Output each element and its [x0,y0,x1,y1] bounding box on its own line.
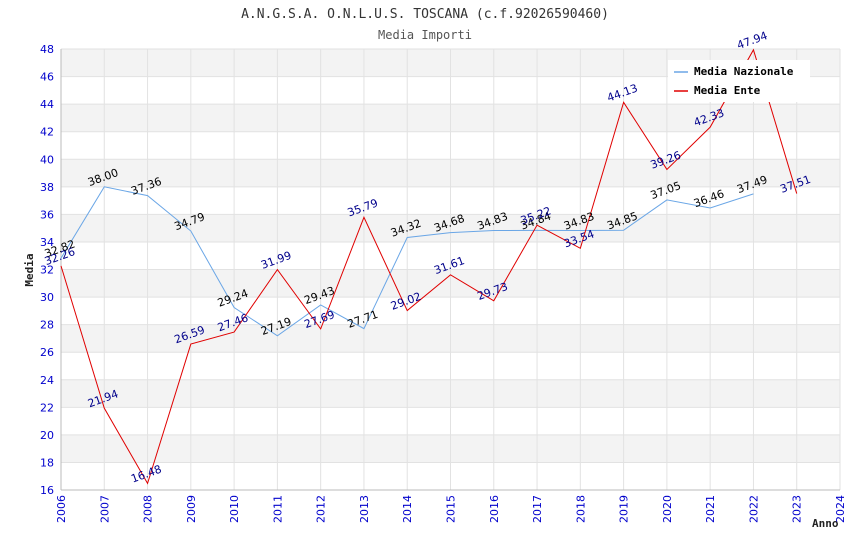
x-tick-label: 2020 [661,495,674,523]
y-tick-label: 18 [40,456,54,469]
data-label: 44.13 [605,82,639,105]
legend-box [668,60,810,102]
y-tick-label: 44 [40,98,54,111]
y-axis-title: Media [23,253,36,286]
chart-title: A.N.G.S.A. O.N.L.U.S. TOSCANA (c.f.92026… [241,7,609,22]
x-tick-label: 2012 [315,495,328,523]
y-tick-label: 20 [40,429,54,442]
y-tick-label: 42 [40,126,54,139]
x-tick-label: 2016 [488,495,501,523]
x-tick-label: 2008 [142,495,155,523]
x-tick-label: 2010 [228,495,241,523]
series-group [60,48,798,485]
x-axis-ticks: 2006 2007 2008 2009 2010 2011 2012 2013 2014 2015… [55,495,847,523]
x-tick-label: 2024 [834,495,847,523]
legend: Media Nazionale Media Ente [668,60,810,102]
y-tick-label: 28 [40,319,54,332]
x-axis-title: Anno [812,517,839,530]
x-tick-label: 2009 [185,495,198,523]
y-tick-label: 34 [40,236,54,249]
grid-lines [60,48,841,491]
x-tick-label: 2015 [445,495,458,523]
x-tick-label: 2021 [704,495,717,523]
chart-subtitle: Media Importi [378,28,472,42]
y-tick-label: 30 [40,291,54,304]
y-tick-label: 24 [40,374,54,387]
y-tick-label: 46 [40,71,54,84]
x-tick-label: 2011 [271,495,284,523]
x-tick-label: 2017 [531,495,544,523]
x-tick-label: 2006 [55,495,68,523]
x-tick-label: 2023 [791,495,804,523]
y-axis-ticks: 16 18 20 22 24 26 28 30 32 34 36 38 40 42 44 46 48 [40,43,54,497]
series-line-media-nazionale [60,186,754,337]
x-tick-label: 2014 [401,495,414,523]
y-tick-label: 36 [40,208,54,221]
legend-label-media-nazionale: Media Nazionale [694,65,794,78]
y-tick-label: 48 [40,43,54,56]
y-tick-label: 40 [40,153,54,166]
x-tick-label: 2019 [618,495,631,523]
x-tick-label: 2022 [747,495,760,523]
y-tick-label: 26 [40,346,54,359]
y-tick-label: 22 [40,401,54,414]
y-tick-label: 32 [40,264,54,277]
series-line-media-ente [60,48,798,485]
data-label: 31.99 [259,249,293,272]
x-tick-label: 2018 [574,495,587,523]
y-tick-label: 38 [40,181,54,194]
x-tick-label: 2013 [358,495,371,523]
y-tick-label: 16 [40,484,54,497]
data-label: 36.46 [692,187,726,210]
x-tick-label: 2007 [98,495,111,523]
legend-label-media-ente: Media Ente [694,84,761,97]
